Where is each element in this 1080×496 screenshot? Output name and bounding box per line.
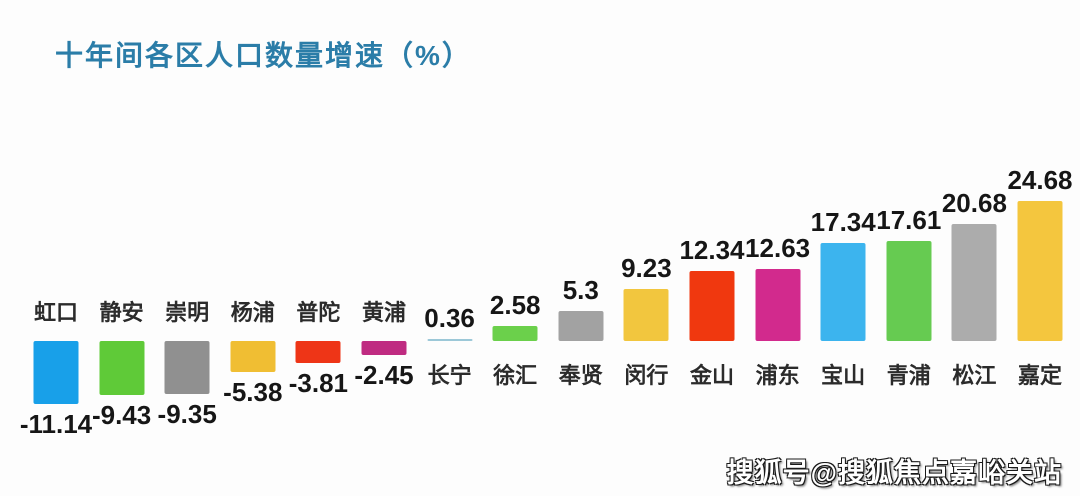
bar-徐汇 (492, 326, 538, 341)
value-label: -3.81 (288, 368, 349, 398)
value-label: -5.38 (223, 377, 283, 407)
bar-黄浦 (361, 341, 407, 355)
value-label: -9.43 (91, 400, 152, 430)
bar-宝山 (820, 243, 866, 341)
category-label: 普陀 (296, 300, 341, 325)
bar-column: 杨浦 -5.38 (220, 0, 286, 496)
bar-column: 虹口 -11.14 (19, 0, 93, 496)
bar-金山 (689, 271, 735, 341)
category-label: 奉贤 (558, 363, 603, 388)
bar-嘉定 (1017, 201, 1063, 341)
category-label: 崇明 (165, 300, 210, 325)
value-label: 12.63 (745, 233, 811, 263)
category-label: 闵行 (624, 363, 669, 388)
category-label: 徐汇 (493, 363, 538, 388)
value-label: 17.34 (810, 207, 876, 237)
bar-虹口 (33, 341, 79, 404)
bar-column: 宝山 17.34 (810, 0, 876, 496)
category-label: 虹口 (33, 300, 78, 325)
bar-奉贤 (558, 311, 604, 341)
category-label: 青浦 (886, 363, 931, 388)
bar-杨浦 (230, 341, 276, 372)
bar-column: 闵行 9.23 (614, 0, 680, 496)
category-label: 长宁 (427, 363, 472, 388)
bar-column: 徐汇 2.58 (482, 0, 548, 496)
bar-column: 青浦 17.61 (876, 0, 942, 496)
bar-青浦 (886, 241, 932, 341)
value-label: 24.68 (1007, 165, 1073, 195)
bar-column: 静安 -9.43 (89, 0, 155, 496)
bar-column: 长宁 0.36 (417, 0, 483, 496)
bar-长宁 (427, 339, 473, 341)
category-label: 浦东 (755, 363, 800, 388)
bar-column: 崇明 -9.35 (154, 0, 220, 496)
value-label: -2.45 (354, 360, 414, 390)
value-label: 5.3 (562, 275, 599, 305)
category-label: 杨浦 (230, 300, 275, 325)
bar-column: 松江 20.68 (942, 0, 1008, 496)
category-label: 金山 (689, 363, 734, 388)
watermark-text: 搜狐号@搜狐焦点嘉峪关站 (726, 458, 1062, 488)
bar-column: 金山 12.34 (679, 0, 745, 496)
value-label: 0.36 (424, 303, 475, 333)
value-label: -11.14 (19, 409, 93, 439)
bar-column: 浦东 12.63 (745, 0, 811, 496)
category-label: 黄浦 (361, 300, 406, 325)
value-label: 17.61 (876, 205, 942, 235)
category-label: 宝山 (821, 363, 866, 388)
category-label: 静安 (99, 300, 144, 325)
bar-静安 (99, 341, 145, 395)
bar-column: 普陀 -3.81 (286, 0, 352, 496)
bar-浦东 (755, 269, 801, 341)
chart-title: 十年间各区人口数量增速（%） (55, 40, 472, 71)
value-label: -9.35 (157, 399, 217, 429)
value-label: 2.58 (489, 290, 541, 320)
value-label: 9.23 (621, 253, 672, 283)
bar-普陀 (295, 341, 341, 363)
category-label: 嘉定 (1017, 363, 1062, 388)
bar-崇明 (164, 341, 210, 394)
bar-闵行 (623, 289, 669, 341)
bar-松江 (951, 224, 997, 341)
value-label: 12.34 (679, 235, 745, 265)
category-label: 松江 (952, 363, 997, 388)
value-label: 20.68 (941, 188, 1007, 218)
bar-column: 嘉定 24.68 (1007, 0, 1073, 496)
bar-column: 奉贤 5.3 (548, 0, 614, 496)
bar-column: 黄浦 -2.45 (351, 0, 417, 496)
